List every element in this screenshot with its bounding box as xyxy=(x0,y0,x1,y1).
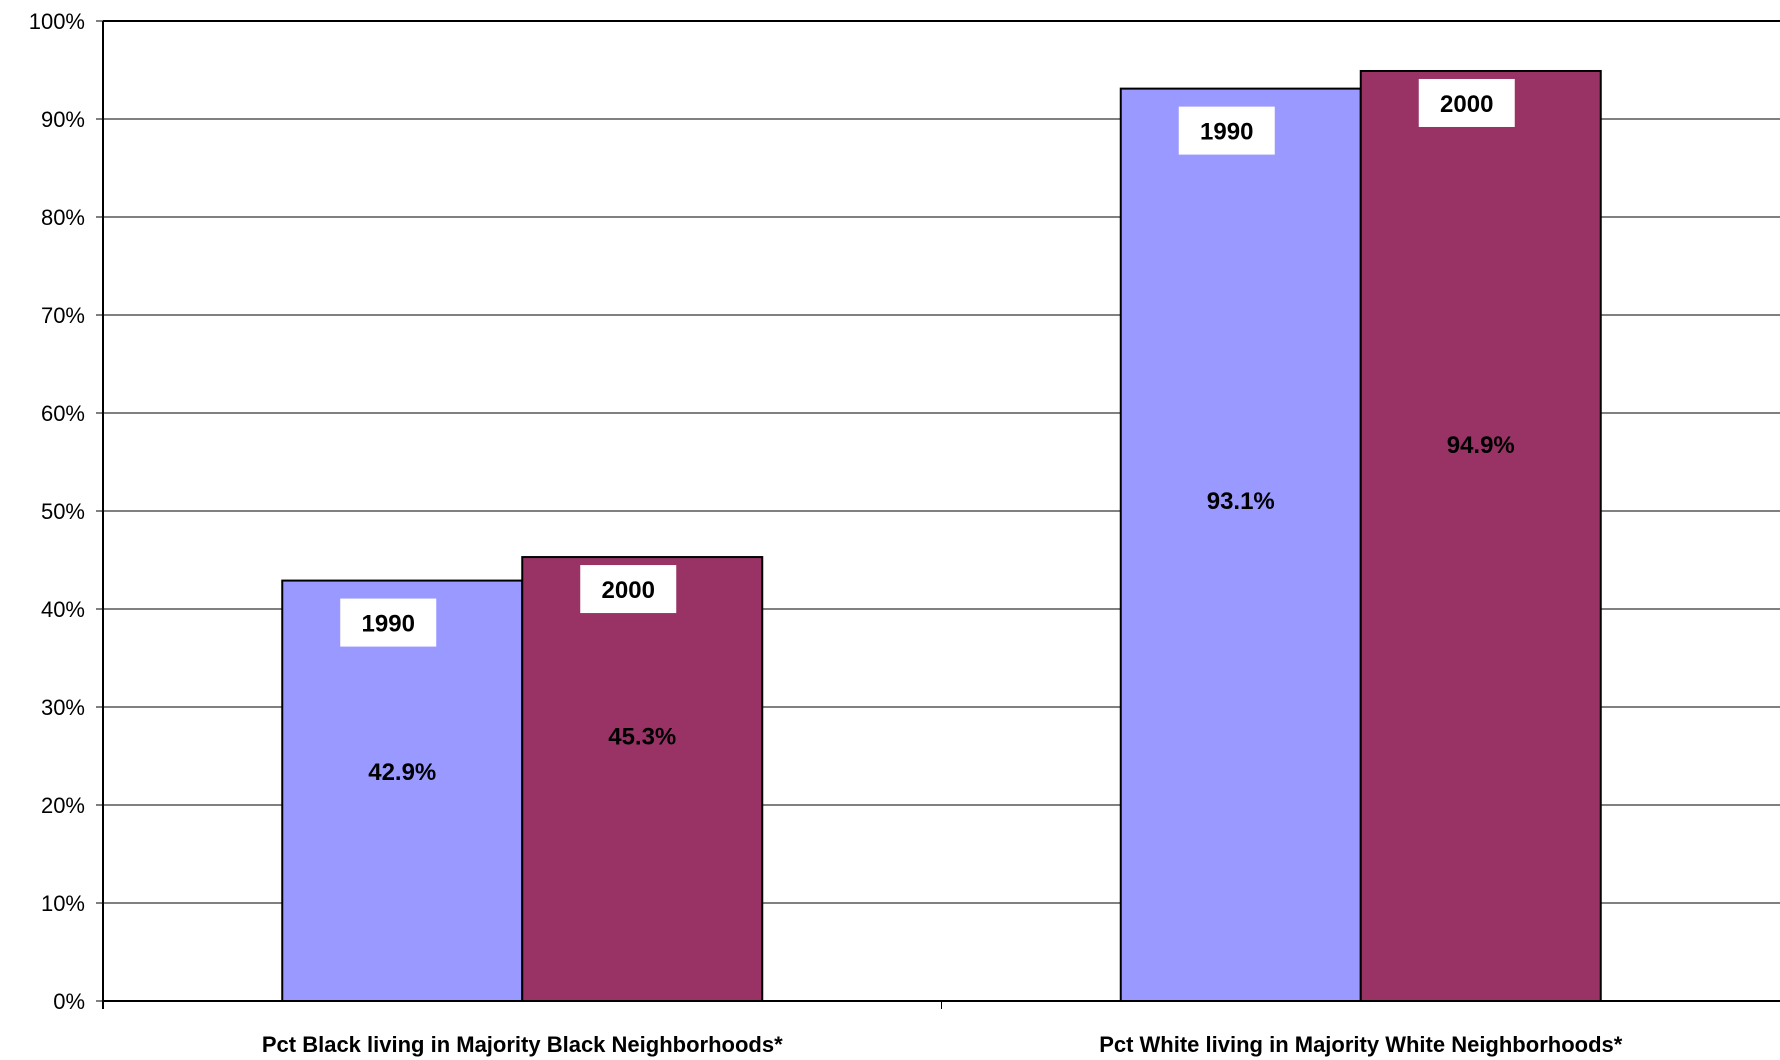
y-tick-label: 100% xyxy=(29,9,85,34)
y-tick-label: 90% xyxy=(41,107,85,132)
bar xyxy=(1361,71,1601,1001)
y-tick-label: 10% xyxy=(41,891,85,916)
bar xyxy=(522,557,762,1001)
series-label: 1990 xyxy=(362,611,415,638)
y-tick-label: 50% xyxy=(41,499,85,524)
x-category-label: Pct Black living in Majority Black Neigh… xyxy=(262,1032,783,1057)
y-tick-label: 20% xyxy=(41,793,85,818)
bar xyxy=(1121,89,1361,1001)
data-label: 45.3% xyxy=(608,724,676,751)
y-tick-label: 60% xyxy=(41,401,85,426)
y-tick-label: 70% xyxy=(41,303,85,328)
y-tick-label: 30% xyxy=(41,695,85,720)
x-category-label: Pct White living in Majority White Neigh… xyxy=(1099,1032,1623,1057)
series-label: 2000 xyxy=(1440,91,1493,118)
y-tick-label: 80% xyxy=(41,205,85,230)
data-label: 42.9% xyxy=(368,759,436,786)
data-label: 93.1% xyxy=(1207,488,1275,515)
series-label: 1990 xyxy=(1200,119,1253,146)
y-tick-label: 40% xyxy=(41,597,85,622)
y-tick-label: 0% xyxy=(53,989,85,1014)
data-label: 94.9% xyxy=(1447,432,1515,459)
series-label: 2000 xyxy=(602,577,655,604)
